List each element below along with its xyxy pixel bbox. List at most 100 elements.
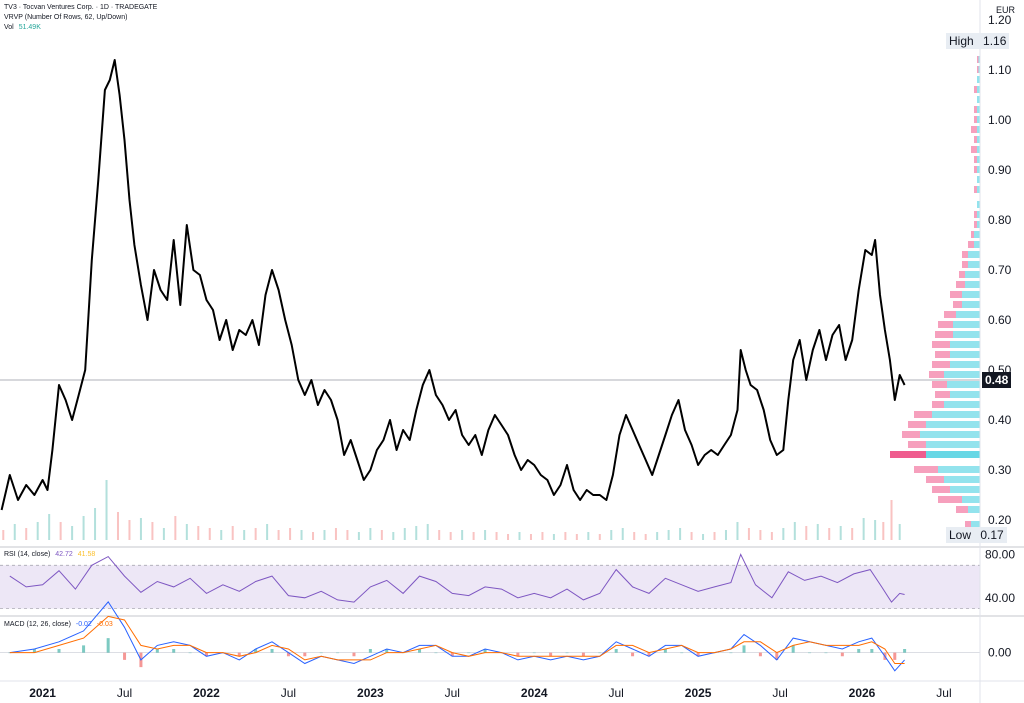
time-axis[interactable]: 2021 Jul 2022 Jul 2023 Jul 2024 Jul 2025 Jul 2026 J… — [29, 686, 951, 700]
volume-legend[interactable]: Vol 51.49K — [4, 23, 41, 32]
volume-bar — [403, 528, 406, 540]
macd-histogram-bar — [467, 652, 471, 654]
volume-profile-down-bar — [962, 261, 968, 268]
volume-profile-up-bar — [932, 411, 980, 418]
volume-bar — [839, 526, 842, 540]
price-tick-label: 1.10 — [988, 63, 1012, 77]
rsi-tick-label: 40.00 — [985, 591, 1015, 605]
macd-histogram-bar — [319, 652, 323, 654]
time-tick-label: Jul — [445, 686, 460, 700]
macd-histogram-bar — [663, 649, 667, 653]
macd-histogram-bar — [549, 652, 553, 657]
price-tick-label: 0.80 — [988, 213, 1012, 227]
time-tick-label: Jul — [281, 686, 296, 700]
volume-profile-up-bar — [977, 76, 980, 83]
symbol-title: TV3 · Tocvan Ventures Corp. · 1D · TRADE… — [4, 4, 158, 11]
volume-bar — [438, 530, 441, 540]
macd-histogram-bar — [758, 652, 762, 657]
volume-bar — [334, 528, 337, 540]
macd-value: -0.02 — [75, 621, 92, 628]
macd-axis[interactable]: 0.00 — [988, 646, 1012, 660]
rsi-legend[interactable]: RSI (14, close) 42.72 41.58 — [4, 550, 95, 559]
time-tick-label: 2024 — [521, 686, 548, 700]
volume-bar — [633, 532, 636, 540]
macd-histogram-bar — [532, 652, 536, 654]
volume-profile-up-bar — [944, 371, 980, 378]
macd-histogram-bar — [237, 652, 241, 657]
rsi-line — [9, 553, 905, 603]
rsi-ma-value: 41.58 — [77, 551, 96, 558]
volume-bar — [770, 532, 773, 540]
volume-profile-up-bar — [950, 486, 980, 493]
macd-histogram-bar — [254, 649, 258, 653]
symbol-legend[interactable]: TV3 · Tocvan Ventures Corp. · 1D · TRADE… — [4, 3, 157, 12]
volume-profile-up-bar — [965, 281, 980, 288]
volume-profile-down-bar — [974, 156, 977, 163]
volume-profile-up-bar — [944, 476, 980, 483]
volume-bar — [484, 530, 487, 540]
volume-bar — [724, 530, 727, 540]
volume-bar — [139, 518, 142, 540]
volume-bar — [862, 518, 865, 540]
volume-profile-up-bar — [950, 351, 980, 358]
volume-profile-up-bar — [962, 496, 980, 503]
macd-histogram-bar — [204, 652, 208, 657]
volume-profile-up-bar — [968, 261, 980, 268]
time-tick-label: Jul — [772, 686, 787, 700]
volume-bar — [266, 524, 269, 540]
volume-bar — [805, 526, 808, 540]
volume-bar — [162, 528, 165, 540]
time-tick-label: Jul — [609, 686, 624, 700]
macd-histogram-bar — [336, 652, 340, 654]
macd-histogram-bar — [857, 649, 861, 653]
volume-bar — [702, 534, 705, 540]
volume-profile-up-bar — [953, 331, 980, 338]
volume-bar — [208, 528, 211, 540]
low-marker: Low 0.17 — [946, 527, 1007, 543]
signal-value: -0.03 — [96, 621, 113, 628]
volume-profile-down-bar — [974, 186, 977, 193]
volume-profile-up-bar — [977, 146, 980, 153]
volume-profile-down-bar — [908, 421, 926, 428]
macd-histogram-bar — [368, 649, 372, 653]
macd-histogram-bar — [188, 652, 192, 654]
macd-legend[interactable]: MACD (12, 26, close) -0.02 -0.03 — [4, 620, 113, 629]
price-tick-label: 0.60 — [988, 313, 1012, 327]
volume-bar — [890, 500, 893, 540]
price-tick-label: 1.00 — [988, 113, 1012, 127]
rsi-axis[interactable]: 80.00 40.00 — [985, 547, 1015, 604]
high-marker: High 1.16 — [946, 33, 1010, 49]
volume-bar — [71, 526, 74, 540]
volume-profile-up-bar — [977, 96, 980, 103]
macd-histogram-bar — [729, 652, 733, 654]
macd-histogram-bar — [123, 652, 127, 660]
volume-bar — [105, 480, 108, 540]
price-tick-label: 1.20 — [988, 13, 1012, 27]
volume-bar — [656, 532, 659, 540]
volume-bar — [48, 514, 51, 540]
price-tick-label: 0.70 — [988, 263, 1012, 277]
volume-bar — [828, 528, 831, 540]
macd-histogram-bar — [631, 652, 635, 657]
volume-profile-up-bar — [968, 506, 980, 513]
vrvp-legend[interactable]: VRVP (Number Of Rows, 62, Up/Down) — [4, 13, 127, 22]
macd-histogram-bar — [57, 649, 61, 653]
volume-profile-down-bar — [932, 341, 950, 348]
macd-histogram-bar — [696, 652, 700, 657]
volume-profile-up-bar — [953, 321, 980, 328]
volume-bar — [243, 530, 246, 540]
volume-profile-down-bar — [974, 106, 977, 113]
macd-histogram-bar — [824, 652, 828, 654]
volume-profile-down-bar — [971, 126, 977, 133]
volume-profile-up-bar — [977, 166, 980, 173]
price-axis[interactable]: 1.201.101.000.900.800.700.600.500.400.30… — [988, 13, 1012, 527]
time-tick-label: 2023 — [357, 686, 384, 700]
volume-bar — [277, 530, 280, 540]
volume-profile-down-bar — [974, 211, 977, 218]
volume-bar — [882, 522, 885, 540]
volume-profile-down-bar — [938, 496, 962, 503]
macd-histogram-bar — [106, 638, 110, 653]
volume-bar — [392, 532, 395, 540]
volume-bar — [174, 516, 177, 540]
